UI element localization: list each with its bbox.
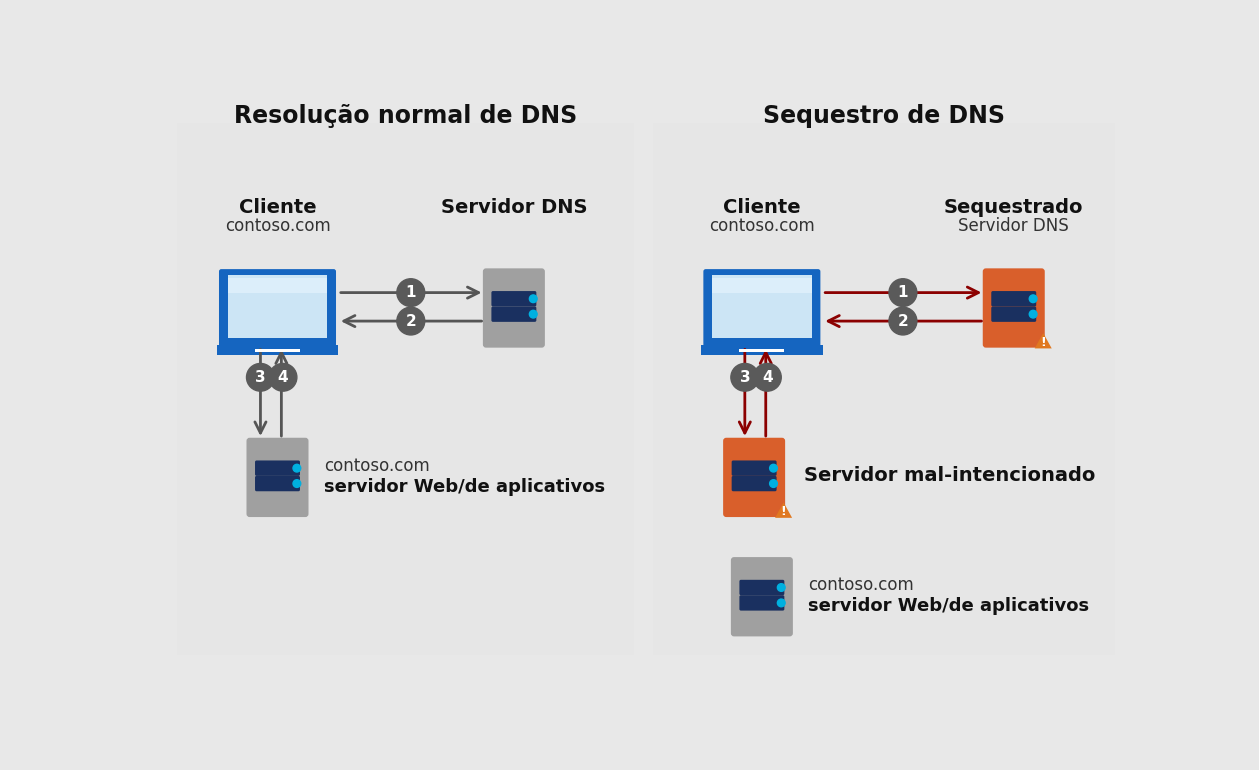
FancyBboxPatch shape — [731, 460, 777, 476]
FancyBboxPatch shape — [228, 274, 327, 339]
FancyBboxPatch shape — [491, 291, 536, 306]
Text: contoso.com: contoso.com — [324, 457, 429, 475]
FancyBboxPatch shape — [711, 274, 812, 339]
FancyBboxPatch shape — [983, 268, 1045, 348]
Text: contoso.com: contoso.com — [224, 216, 330, 235]
Text: 2: 2 — [898, 313, 908, 329]
Circle shape — [777, 584, 786, 591]
Circle shape — [777, 599, 786, 607]
Circle shape — [397, 279, 424, 306]
FancyBboxPatch shape — [483, 268, 545, 348]
Polygon shape — [1035, 333, 1051, 348]
Circle shape — [1030, 295, 1037, 303]
Circle shape — [293, 480, 301, 487]
Text: contoso.com: contoso.com — [808, 576, 914, 594]
Polygon shape — [776, 502, 792, 517]
FancyBboxPatch shape — [731, 557, 793, 636]
Text: 4: 4 — [762, 370, 773, 385]
Circle shape — [397, 307, 424, 335]
Text: 3: 3 — [739, 370, 750, 385]
Text: Servidor mal-intencionado: Servidor mal-intencionado — [805, 467, 1095, 485]
Text: 1: 1 — [898, 285, 908, 300]
FancyBboxPatch shape — [711, 277, 812, 293]
Circle shape — [269, 363, 297, 391]
Circle shape — [731, 363, 759, 391]
Text: Servidor DNS: Servidor DNS — [958, 216, 1069, 235]
Circle shape — [753, 363, 782, 391]
FancyBboxPatch shape — [256, 460, 300, 476]
Text: Resolução normal de DNS: Resolução normal de DNS — [234, 103, 577, 128]
Text: contoso.com: contoso.com — [709, 216, 815, 235]
FancyBboxPatch shape — [991, 291, 1036, 306]
Text: 3: 3 — [256, 370, 266, 385]
Text: 2: 2 — [405, 313, 417, 329]
FancyBboxPatch shape — [247, 437, 308, 517]
Circle shape — [889, 279, 917, 306]
FancyBboxPatch shape — [701, 344, 822, 354]
FancyBboxPatch shape — [739, 349, 784, 353]
FancyBboxPatch shape — [256, 476, 300, 491]
FancyBboxPatch shape — [653, 123, 1114, 654]
Text: 4: 4 — [278, 370, 288, 385]
Text: Sequestro de DNS: Sequestro de DNS — [763, 103, 1005, 128]
FancyBboxPatch shape — [704, 269, 821, 346]
Text: Cliente: Cliente — [723, 199, 801, 217]
Circle shape — [529, 310, 538, 318]
Text: !: ! — [781, 505, 787, 518]
Text: servidor Web/de aplicativos: servidor Web/de aplicativos — [808, 597, 1089, 615]
Circle shape — [769, 480, 777, 487]
Circle shape — [889, 307, 917, 335]
FancyBboxPatch shape — [219, 269, 336, 346]
Text: Cliente: Cliente — [239, 199, 316, 217]
Text: Servidor DNS: Servidor DNS — [441, 199, 587, 217]
FancyBboxPatch shape — [723, 437, 786, 517]
FancyBboxPatch shape — [491, 306, 536, 322]
FancyBboxPatch shape — [739, 595, 784, 611]
Circle shape — [529, 295, 538, 303]
Text: servidor Web/de aplicativos: servidor Web/de aplicativos — [324, 477, 606, 496]
Text: 1: 1 — [405, 285, 415, 300]
Circle shape — [1030, 310, 1037, 318]
FancyBboxPatch shape — [991, 306, 1036, 322]
Circle shape — [247, 363, 274, 391]
FancyBboxPatch shape — [256, 349, 300, 353]
Text: !: ! — [1040, 336, 1046, 349]
FancyBboxPatch shape — [739, 580, 784, 595]
Circle shape — [293, 464, 301, 472]
FancyBboxPatch shape — [731, 476, 777, 491]
Circle shape — [769, 464, 777, 472]
FancyBboxPatch shape — [176, 123, 635, 654]
Text: Sequestrado: Sequestrado — [944, 199, 1084, 217]
FancyBboxPatch shape — [228, 277, 327, 293]
FancyBboxPatch shape — [217, 344, 339, 354]
